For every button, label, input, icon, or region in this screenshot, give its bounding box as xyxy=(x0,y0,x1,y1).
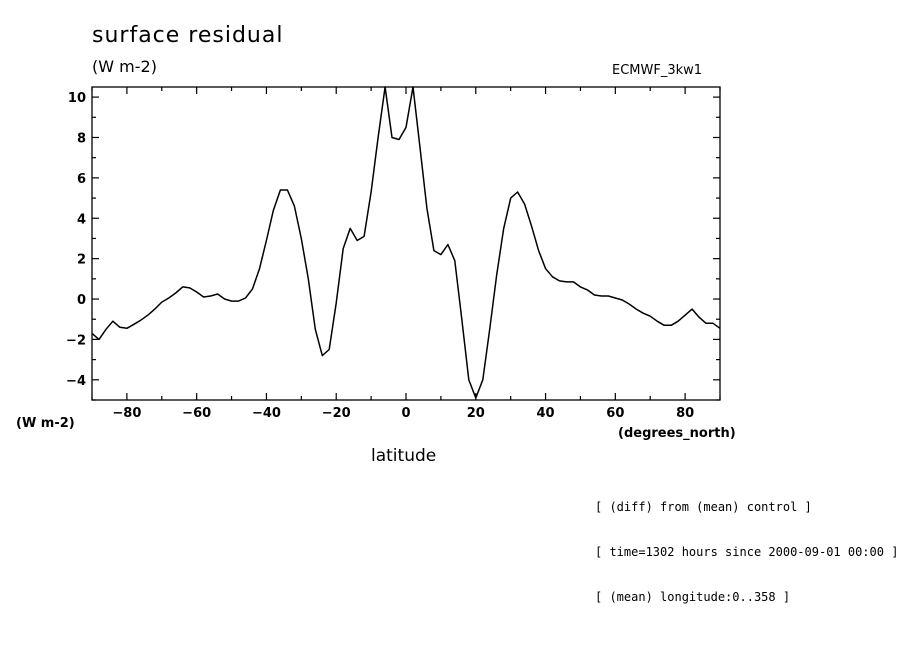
y-tick-label: 0 xyxy=(77,293,86,308)
x-tick-label: 20 xyxy=(467,406,485,421)
x-tick-label: 0 xyxy=(401,406,410,421)
annotation-line: [ time=1302 hours since 2000-09-01 00:00… xyxy=(595,545,899,559)
y-tick-label: 2 xyxy=(77,253,86,268)
x-tick-label: −60 xyxy=(182,406,211,421)
y-axis-label: (W m-2) xyxy=(16,416,75,431)
annotation-line: [ (diff) from (mean) control ] xyxy=(595,500,812,514)
plot-frame xyxy=(91,86,721,401)
x-axis-unit: (degrees_north) xyxy=(618,426,736,441)
annotation-block: [ (diff) from (mean) control ] [ time=13… xyxy=(595,470,904,620)
y-tick-label: −4 xyxy=(66,374,86,389)
x-tick-label: 60 xyxy=(606,406,624,421)
y-tick-label: −2 xyxy=(66,333,86,348)
x-tick-label: 80 xyxy=(676,406,694,421)
y-tick-label: 10 xyxy=(68,91,86,106)
x-tick-label: −40 xyxy=(252,406,281,421)
run-label: ECMWF_3kw1 xyxy=(612,63,703,78)
chart-units: (W m-2) xyxy=(92,57,157,76)
x-tick-label: 40 xyxy=(537,406,555,421)
x-tick-label: −80 xyxy=(112,406,141,421)
y-tick-label: 8 xyxy=(77,131,86,146)
y-tick-label: 6 xyxy=(77,172,86,187)
x-axis-label: latitude xyxy=(371,446,437,466)
axis-ticks xyxy=(91,87,721,401)
y-tick-label: 4 xyxy=(77,212,86,227)
series-line xyxy=(91,86,721,399)
x-tick-label: −20 xyxy=(322,406,351,421)
annotation-line: [ (mean) longitude:0..358 ] xyxy=(595,590,791,604)
chart-title: surface residual xyxy=(92,23,284,48)
